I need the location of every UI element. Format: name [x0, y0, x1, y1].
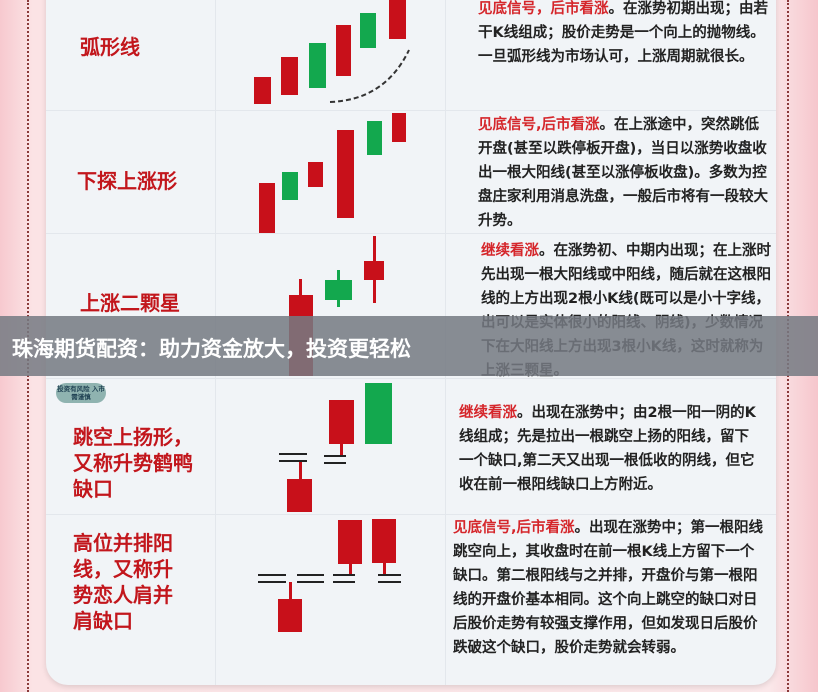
candle: [287, 479, 312, 512]
candle: [282, 172, 298, 200]
candle: [367, 121, 382, 155]
pattern-title: 上涨二颗星: [80, 291, 180, 315]
candle-wick: [349, 564, 352, 576]
candle: [254, 77, 271, 104]
row-divider: [46, 233, 776, 234]
signal-label: 见底信号，后市看涨: [478, 1, 609, 17]
signal-label: 见底信号,后市看涨: [478, 117, 600, 133]
candle: [338, 520, 362, 564]
row-divider: [46, 514, 776, 515]
gap-lines: [258, 453, 401, 583]
signal-label: 继续看涨: [459, 405, 517, 421]
candle-wick: [299, 279, 302, 299]
arc-dashed-curve: [329, 49, 410, 103]
description-text: 。出现在涨势中；由2根一阳一阴的K线组成；先是拉出一根跳空上扬的阳线，留下一个缺…: [459, 405, 756, 493]
candle-wick: [340, 444, 343, 457]
candle-wick: [383, 563, 386, 574]
candle: [259, 183, 275, 233]
candle: [365, 383, 392, 444]
bullish-candles: [254, 0, 406, 632]
pattern-title: 高位并排阳线，又称升势恋人肩并肩缺口: [73, 531, 173, 633]
candle: [308, 162, 323, 187]
pattern-description: 见底信号,后市看涨。在上涨途中，突然跳低开盘(甚至以跌停板开盘)，当日以涨势收盘…: [478, 113, 770, 233]
pattern-description: 见底信号，后市看涨。在涨势初期出现；由若干K线组成；股价走势是一个向上的抛物线。…: [478, 0, 768, 69]
bearish-candles: [282, 13, 392, 444]
candle-wick: [299, 461, 302, 479]
candle: [364, 261, 384, 280]
candle: [372, 519, 396, 563]
description-text: 。在上涨途中，突然跳低开盘(甚至以跌停板开盘)，当日以涨势收盘收出一根大阳线(甚…: [478, 117, 768, 229]
candle: [360, 13, 376, 48]
row-divider: [46, 110, 776, 111]
candle: [329, 400, 354, 444]
row-divider: [46, 378, 776, 379]
candle: [389, 0, 406, 39]
description-text: 。在涨势初期出现；由若干K线组成；股价走势是一个向上的抛物线。一旦弧形线为市场认…: [478, 1, 768, 65]
pattern-title: 弧形线: [80, 35, 140, 59]
pattern-description: 继续看涨。出现在涨势中；由2根一阳一阴的K线组成；先是拉出一根跳空上扬的阳线，留…: [459, 401, 759, 497]
signal-label: 见底信号,后市看涨: [453, 520, 575, 536]
overlay-banner: 珠海期货配资：助力资金放大，投资更轻松: [0, 316, 818, 376]
description-text: 。出现在涨势中；第一根阳线跳空向上，其收盘时在前一根K线上方留下一个缺口。第二根…: [453, 520, 764, 656]
pattern-description: 见底信号,后市看涨。出现在涨势中；第一根阳线跳空向上，其收盘时在前一根K线上方留…: [453, 516, 765, 660]
risk-warning-badge: 投资有风险 入市需谨慎: [56, 383, 106, 403]
candle-wick: [289, 582, 292, 599]
candle: [309, 43, 326, 88]
candle: [392, 113, 406, 142]
candle: [281, 57, 298, 95]
banner-text: 珠海期货配资：助力资金放大，投资更轻松: [12, 337, 411, 361]
pattern-title: 下探上涨形: [77, 169, 177, 193]
signal-label: 继续看涨: [481, 243, 539, 259]
candle: [337, 130, 354, 218]
candle: [336, 25, 351, 76]
candle: [325, 280, 352, 300]
pattern-title: 跳空上扬形，又称升势鹤鸭缺口: [73, 425, 193, 501]
candle: [278, 599, 302, 632]
